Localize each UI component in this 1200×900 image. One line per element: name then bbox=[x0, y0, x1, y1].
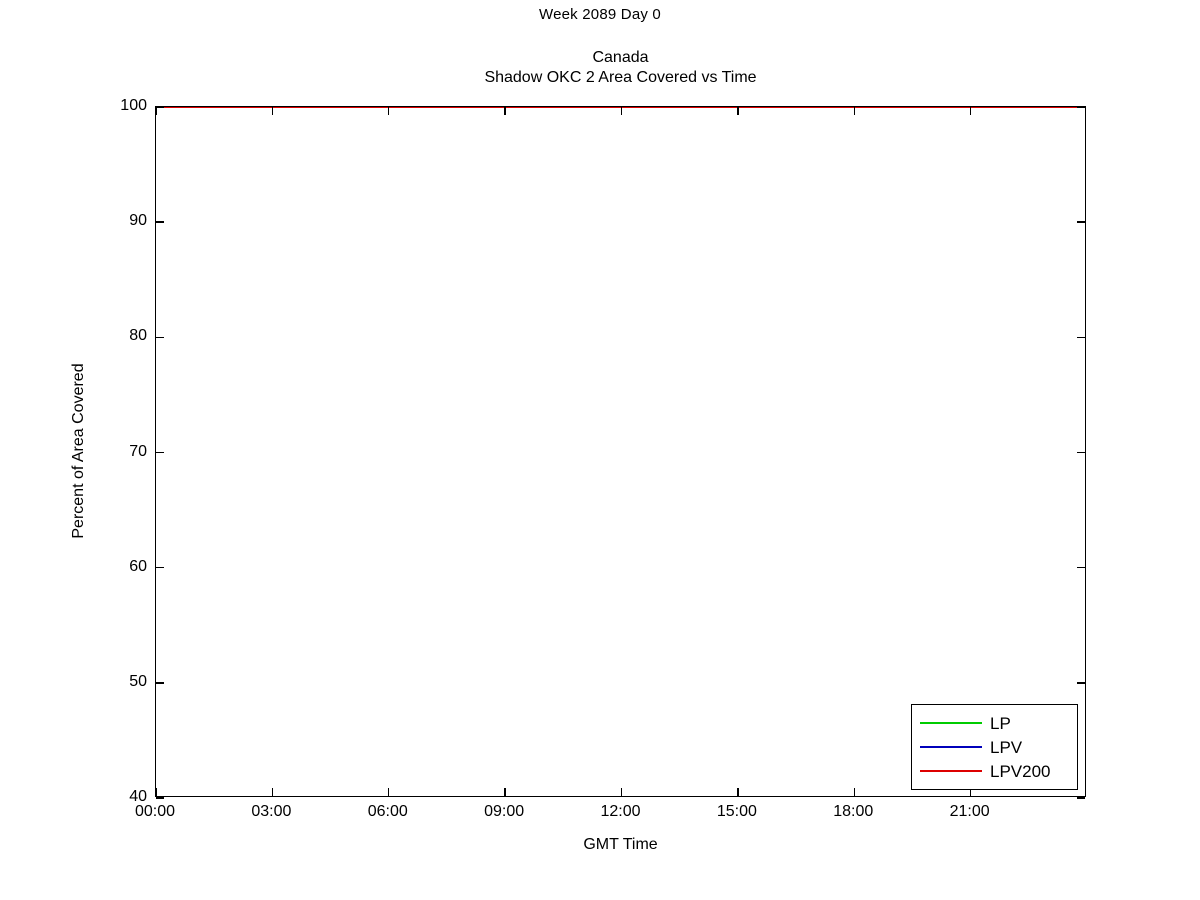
y-tick-right-3 bbox=[1077, 451, 1085, 454]
x-tick-top-4 bbox=[620, 107, 623, 115]
y-tick-label-5: 90 bbox=[129, 212, 147, 230]
axes-title-line2: Shadow OKC 2 Area Covered vs Time bbox=[484, 69, 757, 86]
x-tick-top-0 bbox=[155, 107, 157, 115]
legend-entry-lp[interactable]: LP bbox=[920, 711, 1069, 735]
legend-entry-lpv[interactable]: LPV bbox=[920, 735, 1069, 759]
y-tick-left-1 bbox=[156, 682, 164, 684]
x-tick-bottom-1 bbox=[271, 788, 274, 796]
y-tick-right-1 bbox=[1077, 682, 1085, 684]
x-tick-top-7 bbox=[969, 107, 972, 115]
x-tick-bottom-7 bbox=[969, 788, 972, 796]
y-tick-label-1: 50 bbox=[129, 672, 147, 690]
x-tick-bottom-0 bbox=[155, 788, 157, 796]
y-tick-right-6 bbox=[1077, 106, 1085, 108]
y-tick-left-5 bbox=[156, 221, 164, 223]
x-tick-label-3: 09:00 bbox=[484, 803, 525, 820]
x-tick-top-5 bbox=[737, 107, 739, 115]
y-tick-label-6: 100 bbox=[120, 97, 147, 114]
x-tick-label-4: 12:00 bbox=[600, 803, 641, 820]
y-tick-right-2 bbox=[1077, 566, 1085, 569]
x-tick-bottom-6 bbox=[853, 788, 855, 796]
legend-swatch-lp bbox=[920, 722, 982, 724]
plot-surface bbox=[156, 107, 1085, 796]
y-tick-left-6 bbox=[156, 106, 164, 108]
x-tick-bottom-3 bbox=[504, 788, 506, 796]
legend-swatch-lpv bbox=[920, 746, 982, 748]
x-tick-top-1 bbox=[271, 107, 274, 115]
x-tick-label-1: 03:00 bbox=[251, 803, 292, 820]
x-tick-label-6: 18:00 bbox=[833, 803, 874, 820]
y-tick-right-5 bbox=[1077, 221, 1085, 223]
x-tick-top-3 bbox=[504, 107, 506, 115]
plot-axes bbox=[155, 106, 1086, 799]
x-tick-top-6 bbox=[853, 107, 855, 115]
chart-legend[interactable]: LP LPV LPV200 bbox=[911, 704, 1078, 790]
y-tick-left-4 bbox=[156, 336, 164, 339]
y-tick-left-3 bbox=[156, 451, 164, 454]
x-axis-label: GMT Time bbox=[583, 836, 658, 853]
y-axis-label: Percent of Area Covered bbox=[70, 363, 87, 539]
x-tick-bottom-2 bbox=[388, 788, 390, 796]
x-tick-label-0: 00:00 bbox=[134, 803, 176, 820]
legend-swatch-lpv200 bbox=[920, 770, 982, 772]
y-tick-left-0 bbox=[156, 797, 164, 799]
y-tick-label-4: 80 bbox=[129, 327, 147, 345]
legend-label-lpv200: LPV200 bbox=[990, 761, 1051, 781]
y-tick-right-4 bbox=[1077, 336, 1085, 339]
x-tick-label-2: 06:00 bbox=[367, 803, 408, 820]
y-tick-label-3: 70 bbox=[129, 442, 147, 460]
x-tick-top-2 bbox=[388, 107, 390, 115]
series-line-lpv200 bbox=[156, 107, 1085, 108]
y-tick-right-0 bbox=[1077, 797, 1085, 799]
y-tick-label-0: 40 bbox=[129, 788, 147, 805]
y-tick-label-2: 60 bbox=[129, 557, 147, 575]
figure-suptitle: Week 2089 Day 0 bbox=[539, 6, 661, 23]
x-tick-bottom-5 bbox=[737, 788, 739, 796]
x-tick-label-7: 21:00 bbox=[949, 803, 990, 820]
x-tick-bottom-4 bbox=[620, 788, 623, 796]
axes-title-line1: Canada bbox=[592, 49, 649, 66]
legend-label-lpv: LPV bbox=[990, 737, 1023, 757]
x-tick-label-5: 15:00 bbox=[716, 803, 757, 820]
y-tick-left-2 bbox=[156, 566, 164, 569]
legend-entry-lpv200[interactable]: LPV200 bbox=[920, 759, 1069, 783]
axes-title: Canada Shadow OKC 2 Area Covered vs Time bbox=[155, 48, 1086, 88]
legend-label-lp: LP bbox=[990, 713, 1011, 733]
